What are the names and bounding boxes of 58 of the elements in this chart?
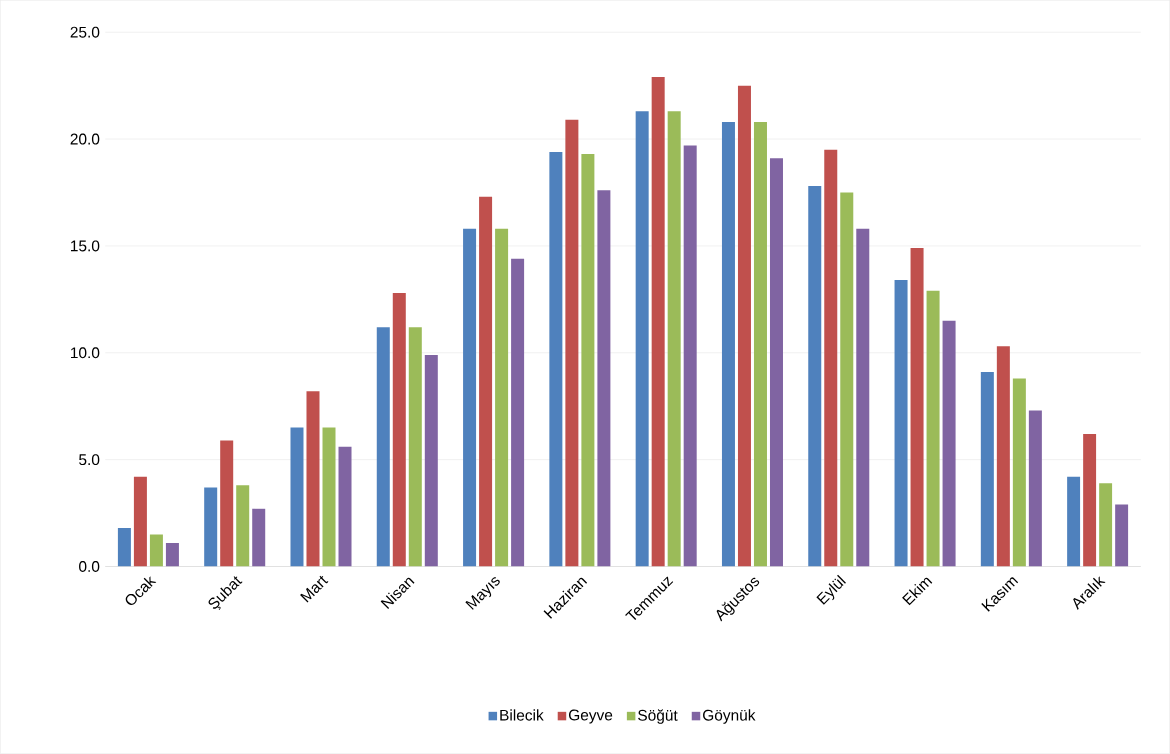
bar	[1012, 378, 1026, 567]
bar	[753, 122, 767, 567]
bar	[910, 248, 924, 567]
bar	[840, 192, 854, 567]
bar	[511, 258, 525, 567]
bar	[149, 534, 163, 567]
bar	[942, 320, 956, 567]
y-tick-label: 10.0	[71, 347, 100, 359]
bar	[824, 149, 838, 567]
bar	[996, 346, 1010, 567]
bar	[117, 528, 131, 567]
bar	[1115, 504, 1129, 567]
y-tick-label: 15.0	[71, 240, 100, 252]
legend-label: Göynük	[703, 709, 756, 724]
bar	[894, 280, 908, 567]
bar	[808, 186, 822, 567]
y-tick-label: 5.0	[79, 454, 100, 466]
bar	[204, 487, 218, 567]
bar	[980, 372, 994, 567]
bar	[926, 290, 940, 567]
bar	[236, 485, 250, 567]
bar	[581, 154, 595, 567]
bar	[338, 446, 352, 567]
bar	[1067, 476, 1081, 567]
bar	[769, 158, 783, 567]
bar	[597, 190, 611, 567]
bar	[635, 111, 649, 567]
bar	[737, 85, 751, 567]
bar	[424, 355, 438, 567]
bar	[1028, 410, 1042, 567]
legend-label: Geyve	[569, 709, 613, 724]
bar	[133, 476, 147, 567]
bar	[376, 327, 390, 567]
bar	[479, 196, 493, 567]
bar	[408, 327, 422, 567]
bar	[667, 111, 681, 567]
bar	[721, 122, 735, 567]
bar	[252, 508, 266, 567]
y-tick-label: 20.0	[70, 133, 100, 145]
bar	[549, 151, 563, 567]
legend-label: Söğüt	[638, 709, 678, 724]
bar	[1099, 483, 1113, 567]
bar	[165, 543, 179, 567]
bar	[463, 228, 477, 567]
bar	[683, 145, 697, 567]
y-tick-label: 0.0	[79, 561, 100, 573]
y-tick-label: 25.0	[70, 26, 100, 38]
bar	[290, 427, 304, 567]
bar	[306, 391, 320, 567]
bar	[322, 427, 336, 567]
bar	[495, 228, 509, 567]
bar	[856, 228, 870, 567]
bar	[220, 440, 234, 567]
legend-label: Bilecik	[500, 709, 544, 721]
bar	[1083, 434, 1097, 567]
bar	[651, 77, 665, 567]
bar	[392, 293, 406, 567]
bar	[565, 119, 579, 567]
